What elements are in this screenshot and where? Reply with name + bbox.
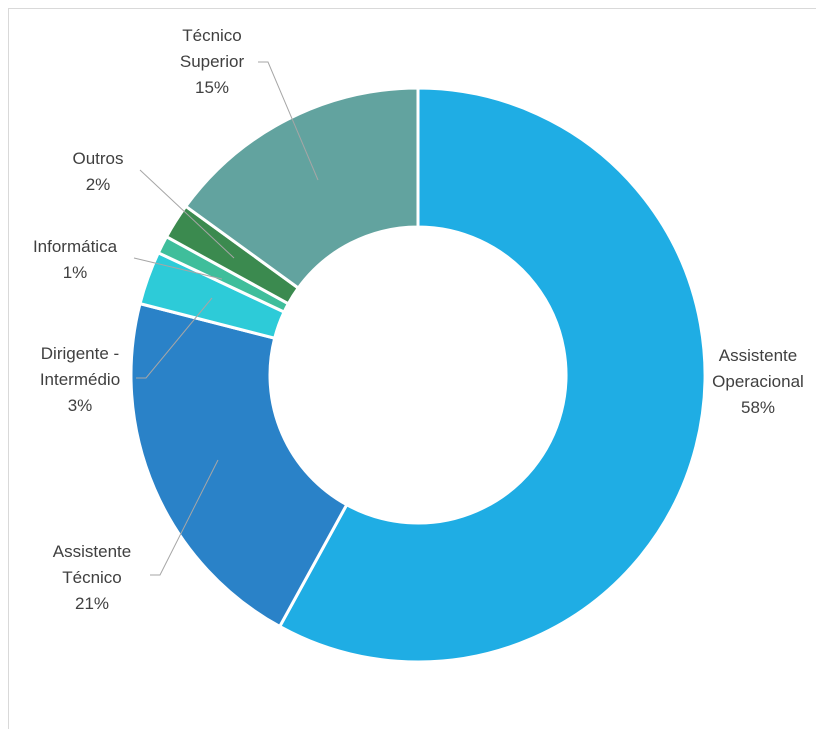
value-label: 15% <box>194 78 230 97</box>
leader-line <box>150 459 219 576</box>
category-label: Outros <box>72 149 124 168</box>
value-label: 58% <box>740 398 776 417</box>
data-label: Técnico Superior 15% <box>167 23 257 101</box>
donut-slice <box>277 86 707 664</box>
category-label: Assistente Técnico <box>52 542 132 587</box>
data-label: Assistente Operacional 58% <box>698 343 816 421</box>
leader-line <box>133 257 223 280</box>
value-label: 2% <box>85 175 111 194</box>
value-label: 1% <box>62 263 88 282</box>
data-label: Dirigente - Intermédio 3% <box>24 341 136 419</box>
leader-line <box>136 297 213 379</box>
leader-line <box>139 169 235 259</box>
category-label: Assistente Operacional <box>712 346 804 391</box>
leader-line <box>258 61 319 181</box>
category-label: Técnico Superior <box>179 26 245 71</box>
data-label: Informática 1% <box>15 234 135 286</box>
donut-slice <box>129 301 349 629</box>
value-label: 21% <box>74 594 110 613</box>
category-label: Informática <box>32 237 118 256</box>
data-label: Outros 2% <box>58 146 138 198</box>
value-label: 3% <box>67 396 93 415</box>
category-label: Dirigente - Intermédio <box>39 344 121 389</box>
frame <box>8 8 816 729</box>
data-label: Assistente Técnico 21% <box>37 539 147 617</box>
donut-slice <box>183 86 420 291</box>
